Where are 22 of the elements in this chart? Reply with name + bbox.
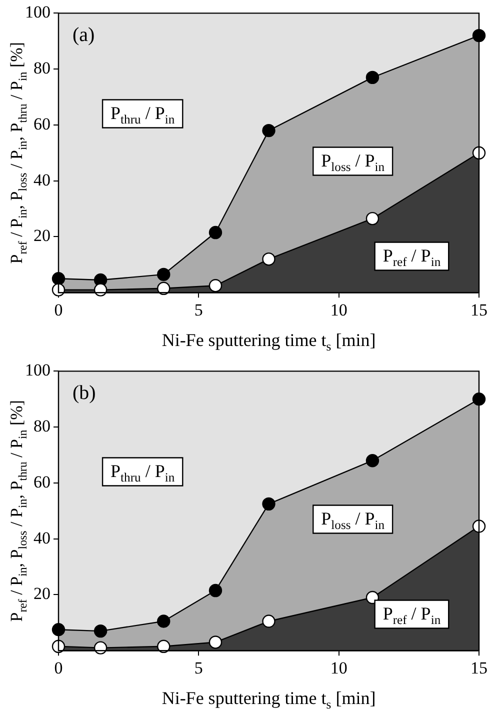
x-tick-label: 0 [54, 658, 63, 678]
y-tick-label: 80 [34, 58, 50, 78]
y-tick-label: 20 [34, 584, 50, 604]
y-tick-label: 60 [34, 472, 50, 492]
y-tick-label: 40 [34, 170, 50, 190]
text: Pref / Pin, Ploss / Pin, Pthru / Pin [%] [7, 400, 30, 622]
text: (b) [72, 382, 96, 404]
x-tick-label: 5 [194, 658, 203, 678]
text: (a) [72, 24, 95, 46]
y-tick-label: 40 [34, 528, 50, 548]
y-tick-label: 80 [34, 416, 50, 436]
x-tick-label: 10 [330, 300, 348, 320]
x-tick-label: 15 [470, 300, 488, 320]
y-tick-label: 100 [25, 360, 50, 380]
x-tick-label: 0 [54, 300, 63, 320]
text: Pref / Pin, Ploss / Pin, Pthru / Pin [%] [7, 42, 30, 264]
y-tick-label: 20 [34, 226, 50, 246]
x-tick-label: 15 [470, 658, 488, 678]
x-tick-label: 10 [330, 658, 348, 678]
y-tick-label: 60 [34, 114, 50, 134]
x-tick-label: 5 [194, 300, 203, 320]
y-tick-label: 100 [25, 2, 50, 22]
